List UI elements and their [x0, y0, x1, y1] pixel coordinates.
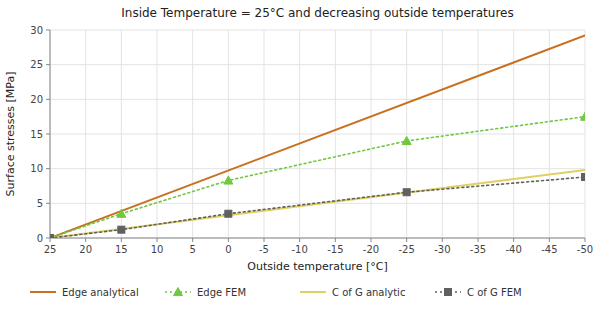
- y-tick: [46, 238, 50, 239]
- y-grid-line: [50, 134, 585, 135]
- y-tick: [46, 168, 50, 169]
- x-tick: [299, 238, 300, 242]
- series-marker: [50, 234, 55, 239]
- x-tick: [549, 238, 550, 242]
- y-tick-label: 15: [30, 129, 43, 140]
- y-tick-label: 10: [30, 163, 43, 174]
- y-axis-line: [50, 30, 51, 238]
- series-marker: [117, 209, 126, 217]
- series-marker: [224, 176, 233, 184]
- series-marker: [582, 173, 586, 180]
- y-tick: [46, 99, 50, 100]
- y-tick-label: 0: [37, 233, 43, 244]
- series-line: [50, 36, 585, 238]
- y-grid-line: [50, 168, 585, 169]
- x-tick-label: -20: [363, 244, 379, 255]
- series-marker: [402, 136, 411, 144]
- y-tick-label: 5: [37, 198, 43, 209]
- x-tick-label: 5: [189, 244, 195, 255]
- y-grid-line: [50, 238, 585, 239]
- series-marker: [581, 112, 586, 120]
- x-tick: [50, 238, 51, 242]
- x-tick: [585, 238, 586, 242]
- series-marker: [118, 226, 125, 233]
- grid: [50, 30, 585, 238]
- x-tick-label: -10: [291, 244, 307, 255]
- y-tick-label: 20: [30, 94, 43, 105]
- x-axis-line: [50, 238, 585, 239]
- title: Inside Temperature = 25°C and decreasing…: [121, 6, 513, 20]
- x-tick: [192, 238, 193, 242]
- legend-label: C of G FEM: [467, 287, 522, 298]
- x-tick: [121, 238, 122, 242]
- legend-marker: [445, 289, 452, 296]
- y-axis-label: Surface stresses [MPa]: [4, 72, 17, 197]
- x-axis-label: Outside temperature [°C]: [247, 260, 387, 273]
- y-tick: [46, 134, 50, 135]
- series-line: [50, 177, 585, 238]
- x-tick-label: -5: [259, 244, 269, 255]
- legend-label: C of G analytic: [332, 287, 405, 298]
- x-tick: [478, 238, 479, 242]
- x-tick: [157, 238, 158, 242]
- x-tick: [371, 238, 372, 242]
- legend-label: Edge FEM: [197, 287, 246, 298]
- legend: Edge analytical Edge FEM C of G analytic C …: [30, 287, 522, 298]
- x-tick-label: 0: [225, 244, 231, 255]
- x-tick-label: -15: [327, 244, 343, 255]
- series-line: [50, 170, 585, 238]
- x-tick: [442, 238, 443, 242]
- series-line: [50, 117, 585, 238]
- plot-area: [50, 36, 585, 238]
- y-tick: [46, 30, 50, 31]
- legend-swatch: [30, 291, 56, 293]
- y-grid-line: [50, 99, 585, 100]
- legend-label: Edge analytical: [62, 287, 139, 298]
- legend-swatch: [300, 291, 326, 293]
- x-tick: [264, 238, 265, 242]
- y-tick: [46, 64, 50, 65]
- x-tick-label: -35: [470, 244, 486, 255]
- series-marker: [225, 210, 232, 217]
- x-tick-label: 10: [151, 244, 164, 255]
- x-tick: [406, 238, 407, 242]
- chart: Inside Temperature = 25°C and decreasing…: [0, 0, 600, 315]
- x-tick-label: -45: [541, 244, 557, 255]
- x-tick-label: -40: [505, 244, 521, 255]
- series-marker: [403, 189, 410, 196]
- y-tick-label: 30: [30, 25, 43, 36]
- y-tick: [46, 203, 50, 204]
- x-tick-label: -50: [577, 244, 593, 255]
- x-tick: [513, 238, 514, 242]
- x-tick: [85, 238, 86, 242]
- y-tick-label: 25: [30, 59, 43, 70]
- x-tick-label: 15: [115, 244, 128, 255]
- y-grid-line: [50, 30, 585, 31]
- x-grid-line: [50, 30, 51, 238]
- x-tick: [335, 238, 336, 242]
- x-tick-label: -30: [434, 244, 450, 255]
- series-marker: [50, 235, 54, 239]
- x-tick-label: 25: [44, 244, 57, 255]
- x-tick-label: 20: [79, 244, 92, 255]
- x-tick: [228, 238, 229, 242]
- x-tick-label: -25: [398, 244, 414, 255]
- legend-marker: [174, 288, 183, 296]
